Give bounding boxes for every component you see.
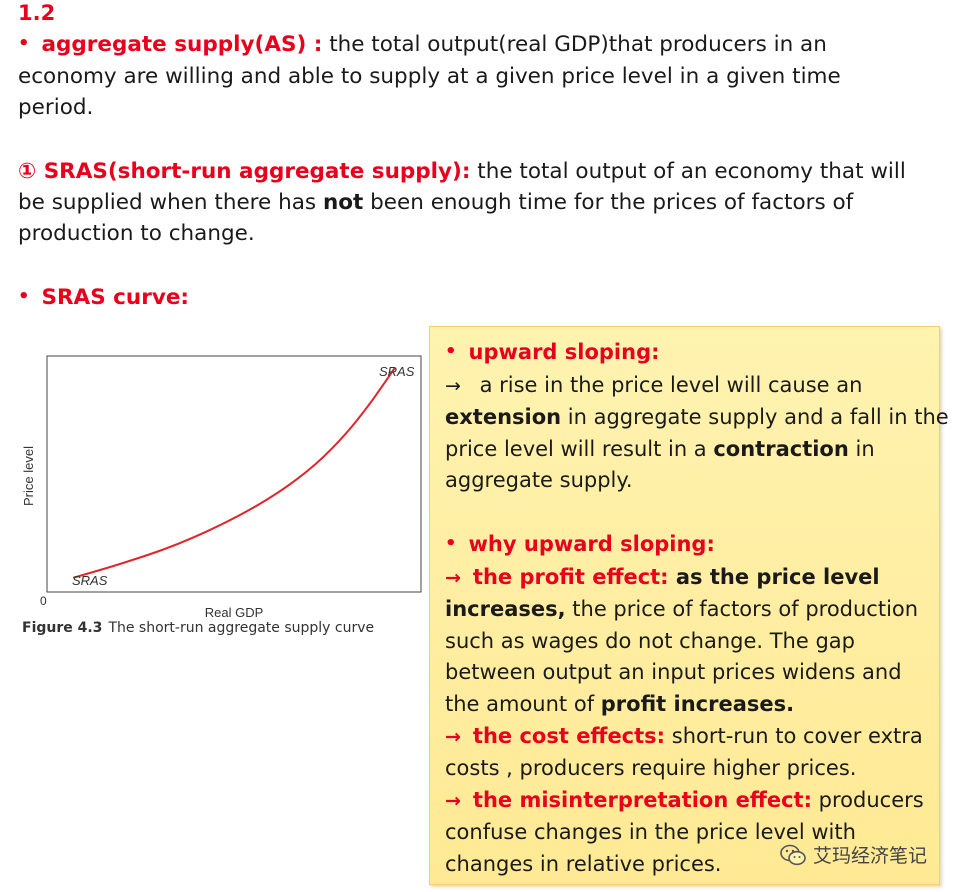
sras-def-not: not xyxy=(322,190,364,215)
cost-effect-label: the cost effects: xyxy=(472,723,666,748)
as-def-line2: economy are willing and able to supply a… xyxy=(18,64,841,89)
bullet: • xyxy=(445,532,457,554)
sras-def-line3: production to change. xyxy=(18,221,255,246)
as-term: aggregate supply(AS) : xyxy=(41,32,323,57)
wechat-icon xyxy=(780,844,806,865)
profit-bold1: as the price level xyxy=(668,564,880,589)
watermark: 艾玛经济笔记 xyxy=(779,841,927,868)
plot-frame xyxy=(46,355,422,593)
heading-why-upward: why upward sloping: xyxy=(468,531,715,556)
sras-def-line2a: be supplied when there has xyxy=(18,190,323,215)
profit-line3: such as wages do not change. The gap xyxy=(445,628,855,653)
sras-curve-heading-text: SRAS curve: xyxy=(41,285,190,310)
arrow-icon: → xyxy=(445,725,461,748)
profit-line2: the price of factors of production xyxy=(565,597,919,622)
sras-def-line1: the total output of an economy that will xyxy=(470,159,906,184)
mis-line1: producers xyxy=(811,787,924,812)
sras-label-bottom: SRAS xyxy=(72,573,108,588)
sras-label-top: SRAS xyxy=(379,364,415,379)
arrow-icon: → xyxy=(445,566,461,589)
bullet: • xyxy=(18,286,30,307)
as-def-line1: the total output(real GDP)that producers… xyxy=(322,32,827,57)
sras-curve-heading: • SRAS curve: xyxy=(18,282,189,314)
sras-definition: ① SRAS(short-run aggregate supply): the … xyxy=(18,156,906,249)
sras-def-line2b: been enough time for the prices of facto… xyxy=(363,190,854,215)
mis-line2: confuse changes in the price level with xyxy=(445,820,856,845)
sras-term: ① SRAS(short-run aggregate supply): xyxy=(18,159,471,184)
profit-bold2: increases, xyxy=(445,597,566,622)
note-box: • upward sloping: → a rise in the price l… xyxy=(429,326,949,885)
figure-caption: Figure 4.3 The short-run aggregate supply… xyxy=(22,620,374,636)
note-content: • upward sloping: → a rise in the price l… xyxy=(445,337,949,881)
bullet: • xyxy=(445,341,457,362)
aggregate-supply-definition: • aggregate supply(AS) : the total output… xyxy=(18,29,841,123)
cost-line1: short-run to cover extra xyxy=(665,723,923,748)
p1-line1: a rise in the price level will cause an xyxy=(472,372,863,397)
watermark-text: 艾玛经济笔记 xyxy=(812,845,927,867)
origin-label: 0 xyxy=(40,594,47,608)
as-def-line3: period. xyxy=(18,95,94,120)
sras-chart: SRAS SRAS 0 Real GDP Price level xyxy=(21,355,422,620)
arrow-icon: → xyxy=(445,789,461,812)
bullet: • xyxy=(18,33,30,54)
p1-line4: aggregate supply. xyxy=(445,468,633,493)
misinterpretation-label: the misinterpretation effect: xyxy=(472,787,812,812)
sras-curve-line xyxy=(72,367,396,579)
section-number: 1.2 xyxy=(18,1,56,25)
extension-term: extension xyxy=(445,405,562,430)
figure-number: Figure 4.3 xyxy=(22,620,103,636)
profit-line4: between output an input prices widens an… xyxy=(445,660,902,685)
y-axis-label: Price level xyxy=(21,446,36,506)
p1-line3a: price level will result in a xyxy=(445,436,714,461)
profit-effect-label: the profit effect: xyxy=(472,564,669,589)
mis-line3: changes in relative prices. xyxy=(445,851,722,876)
x-axis-label: Real GDP xyxy=(205,605,264,620)
figure-caption-text: The short-run aggregate supply curve xyxy=(108,620,375,636)
profit-line5a: the amount of xyxy=(445,691,601,716)
p1-line3b: in xyxy=(848,436,875,461)
contraction-term: contraction xyxy=(713,436,849,461)
p1-line2: in aggregate supply and a fall in the xyxy=(561,405,949,430)
cost-line2: costs , producers require higher prices. xyxy=(445,756,857,781)
heading-upward-sloping: upward sloping: xyxy=(468,340,660,364)
profit-increases: profit increases. xyxy=(600,691,795,716)
arrow-icon: → xyxy=(445,374,461,397)
